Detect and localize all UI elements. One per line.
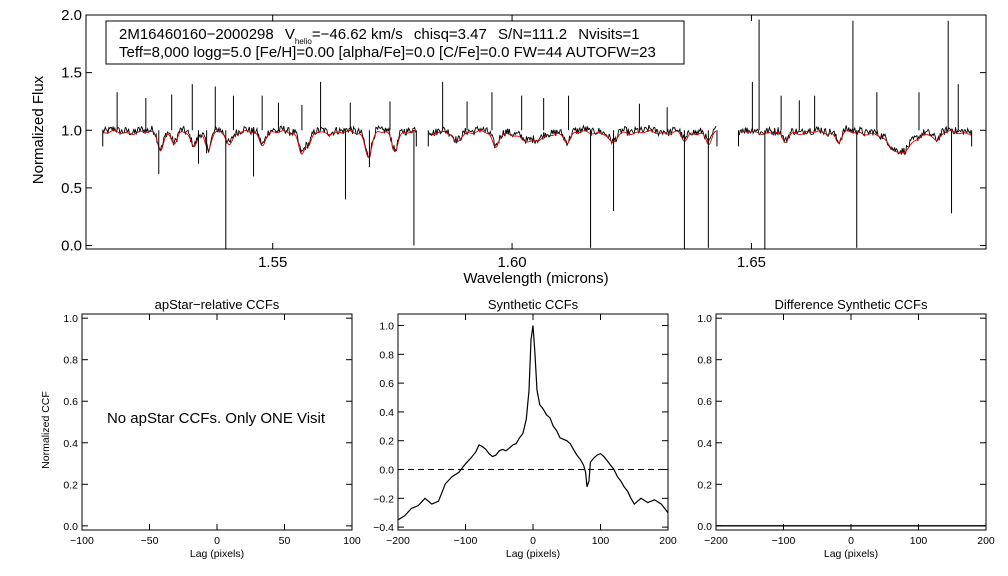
synthetic-ccf-ytick-label: 0.2 [379,436,394,448]
synthetic-ccf-ytick-label: 0.4 [379,407,394,419]
apstar-ccf-message: No apStar CCFs. Only ONE Visit [107,410,326,427]
synthetic-ccf-xtick-label: 200 [659,535,677,547]
apstar-ccf-ytick-label: 0.2 [63,479,78,491]
apstar-ccf-xtick-label: −100 [70,535,94,547]
spectrum-ytick-label: 2.0 [61,7,82,24]
spectrum-observed-segment [102,124,417,158]
synthetic-ccf-ytick-label: 1.0 [379,321,394,333]
spectrum-ytick-label: 1.0 [61,122,82,139]
apstar-ccf-ytick-label: 0.4 [63,438,78,450]
spectrum-xtick-label: 1.65 [737,254,766,271]
difference-ccf-ticks: −200 −100 0 100 200 0.0 0.2 0.4 0.6 0.8 1.0 [697,313,995,547]
annotation-vhelio-value: =−46.62 km/s [312,26,403,43]
spectrum-ytick-label: 0.0 [61,238,82,255]
synthetic-ccf-xtick-label: 0 [530,535,536,547]
apstar-ccf-xtick-label: 0 [214,535,220,547]
spectrum-panel: 1.55 1.60 1.65 0.0 0.5 1.0 1.5 2.0 Wavelength (… [30,7,987,287]
difference-ccf-xtick-label: −100 [772,535,796,547]
synthetic-ccf-ticks: −200 −100 0 100 200 −0.4 −0.2 0.0 0.2 0.4 0.6 0.8 1.… [373,314,677,547]
difference-ccf-title: Difference Synthetic CCFs [775,297,928,312]
apstar-ccf-xtick-label: 50 [279,535,291,547]
annotation-vhelio-sub: helio [295,37,312,46]
difference-ccf-ytick-label: 0.2 [697,479,712,491]
apstar-ccf-ytick-label: 0.6 [63,396,78,408]
spectrum-ytick-label: 1.5 [61,65,82,82]
difference-ccf-xtick-label: 100 [910,535,928,547]
spectrum-ticks: 1.55 1.60 1.65 0.0 0.5 1.0 1.5 2.0 [61,7,986,271]
annotation-star-id: 2M16460160−2000298 [119,26,274,43]
synthetic-ccf-ytick-label: 0.8 [379,349,394,361]
difference-ccf-ytick-label: 0.4 [697,438,712,450]
difference-ccf-panel: Difference Synthetic CCFs −200 −100 0 100 20… [697,297,995,560]
difference-ccf-ytick-label: 0.0 [697,521,712,533]
synthetic-ccf-xlabel: Lag (pixels) [506,548,560,560]
apstar-ccf-ytick-label: 0.8 [63,355,78,367]
spectrum-plot-frame [85,14,987,250]
apstar-ccf-panel: apStar−relative CCFs −100 −50 0 50 100 0.0 0.2… [40,297,361,560]
apstar-ccf-xtick-label: 100 [343,535,361,547]
synthetic-ccf-xtick-label: −200 [386,535,410,547]
annotation-vhelio-label: V [285,26,295,43]
spectrum-xtick-label: 1.55 [258,254,287,271]
apstar-ccf-ylabel: Normalized CCF [40,391,52,469]
apstar-ccf-ticks: −100 −50 0 50 100 0.0 0.2 0.4 0.6 0.8 1.0 [63,313,361,547]
spectrum-series [102,19,973,249]
synthetic-ccf-title: Synthetic CCFs [488,297,579,312]
synthetic-ccf-xtick-label: 100 [592,535,610,547]
difference-ccf-ytick-label: 1.0 [697,313,712,325]
annotation-line2: Teff=8,000 logg=5.0 [Fe/H]=0.00 [alpha/F… [119,44,656,61]
apstar-ccf-xlabel: Lag (pixels) [190,548,244,560]
spectrum-xlabel: Wavelength (microns) [463,270,608,287]
synthetic-ccf-ytick-label: 0.6 [379,378,394,390]
synthetic-ccf-xtick-label: −100 [454,535,478,547]
annotation-nvisits: Nvisits=1 [578,26,639,43]
apstar-ccf-ytick-label: 1.0 [63,313,78,325]
difference-ccf-xtick-label: 200 [977,535,995,547]
difference-ccf-frame [715,313,987,531]
synthetic-ccf-line [397,325,669,521]
spectrum-observed-segment [738,125,972,156]
difference-ccf-xtick-label: −200 [704,535,728,547]
synthetic-ccf-frame [397,313,669,531]
spectrum-synthetic-segment [428,130,717,148]
apstar-ccf-ytick-label: 0.0 [63,521,78,533]
spectrum-synthetic-segment [738,130,972,154]
spectrum-annotation-box: 2M16460160−2000298 Vhelio=−46.62 km/s ch… [105,20,685,65]
difference-ccf-ytick-label: 0.8 [697,355,712,367]
annotation-snr: S/N=111.2 [498,26,567,43]
apstar-ccf-title: apStar−relative CCFs [155,297,280,312]
spectrum-observed-segment [428,124,717,149]
synthetic-ccf-series [397,325,669,521]
apstar-ccf-xtick-label: −50 [141,535,159,547]
synthetic-ccf-ytick-label: −0.4 [373,522,394,534]
difference-ccf-ytick-label: 0.6 [697,396,712,408]
spectrum-xtick-label: 1.60 [497,254,526,271]
difference-ccf-xtick-label: 0 [848,535,854,547]
annotation-frame [105,20,685,65]
spectrum-ytick-label: 0.5 [61,180,82,197]
synthetic-ccf-panel: Synthetic CCFs −200 −100 0 100 200 −0.4 −0.2 0.… [373,297,677,560]
spectrum-ylabel: Normalized Flux [30,75,47,184]
annotation-line1: 2M16460160−2000298 Vhelio=−46.62 km/s ch… [119,26,640,46]
difference-ccf-xlabel: Lag (pixels) [824,548,878,560]
annotation-chisq: chisq=3.47 [414,26,487,43]
synthetic-ccf-ytick-label: −0.2 [373,493,394,505]
synthetic-ccf-ytick-label: 0.0 [379,465,394,477]
spectrum-synthetic-segment [102,130,416,158]
